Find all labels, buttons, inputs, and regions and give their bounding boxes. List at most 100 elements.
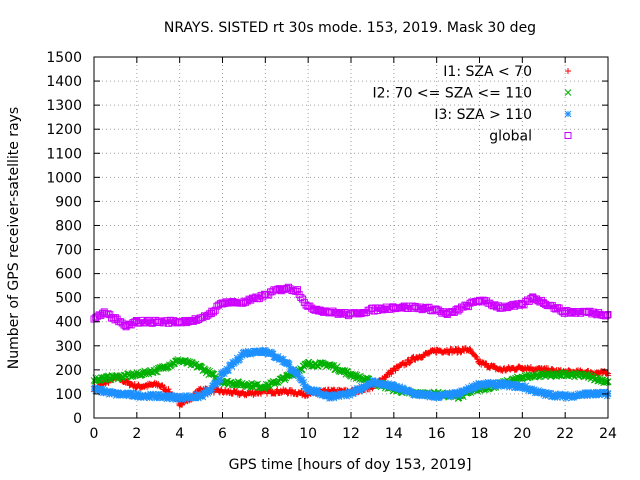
legend-marker	[564, 89, 572, 96]
data-point	[258, 390, 265, 397]
data-point	[202, 391, 209, 398]
data-point	[153, 394, 160, 402]
data-point	[602, 378, 609, 386]
x-tick-label: 8	[261, 426, 270, 442]
y-tick-label: 0	[73, 411, 82, 427]
x-tick-label: 0	[90, 426, 99, 442]
data-point	[231, 359, 238, 366]
data-point	[500, 383, 508, 390]
data-point	[407, 358, 414, 365]
data-point	[357, 382, 365, 390]
data-point	[472, 380, 480, 388]
data-point	[384, 382, 392, 390]
data-point	[238, 352, 246, 359]
data-point	[369, 377, 377, 385]
data-point	[295, 372, 303, 380]
data-point	[446, 389, 453, 397]
legend-label: global	[489, 129, 532, 145]
data-point	[241, 351, 249, 359]
data-point	[139, 391, 147, 399]
data-point	[192, 394, 200, 401]
data-point	[513, 381, 521, 388]
axis-ticks	[93, 56, 609, 419]
x-tick-label: 10	[299, 426, 317, 442]
data-point	[396, 383, 404, 391]
data-point	[161, 392, 169, 399]
data-point	[233, 354, 241, 362]
data-point	[552, 390, 560, 398]
x-tick-label: 24	[599, 426, 617, 442]
y-tick-label: 500	[55, 291, 82, 307]
data-point	[512, 384, 519, 391]
y-tick-label: 300	[55, 339, 82, 355]
data-point	[482, 379, 490, 387]
y-tick-label: 1200	[46, 122, 82, 138]
series-layer	[90, 283, 612, 409]
series-3	[90, 346, 612, 403]
x-tick-label: 6	[218, 426, 227, 442]
data-point	[335, 393, 343, 401]
y-axis-tick-labels: 0 100 200 300 400 500 600 700 800 900 1000 1100 1200…	[46, 50, 82, 427]
data-point	[558, 391, 566, 399]
x-tick-label: 16	[428, 426, 446, 442]
data-point	[92, 387, 100, 395]
y-tick-label: 1000	[46, 170, 82, 186]
data-point	[330, 394, 338, 402]
y-axis-title: Number of GPS receiver-satellite rays	[6, 107, 22, 369]
y-tick-label: 900	[55, 194, 82, 210]
data-point	[236, 355, 243, 363]
data-point	[294, 371, 302, 378]
y-tick-label: 1300	[46, 98, 82, 114]
data-point	[208, 384, 216, 392]
data-point	[539, 388, 547, 396]
data-point	[293, 286, 301, 294]
legend: I1: SZA < 70 I2: 70 <= SZA <= 110 I3: SZA …	[372, 64, 572, 145]
data-point	[217, 376, 224, 384]
data-point	[505, 380, 512, 387]
data-point	[554, 394, 561, 401]
data-point	[183, 392, 190, 399]
data-point	[584, 392, 591, 400]
data-point	[279, 355, 287, 363]
data-point	[457, 349, 464, 356]
data-point	[407, 359, 414, 366]
x-tick-label: 12	[342, 426, 360, 442]
data-point	[128, 389, 136, 397]
data-point	[603, 311, 611, 319]
data-point	[592, 391, 600, 399]
y-tick-label: 1400	[46, 74, 82, 90]
data-point	[425, 350, 432, 357]
legend-label: I1: SZA < 70	[443, 64, 532, 80]
data-point	[346, 392, 354, 399]
data-point	[225, 366, 232, 374]
data-point	[330, 386, 337, 393]
data-point	[503, 382, 511, 390]
data-point	[419, 354, 426, 361]
y-tick-label: 100	[55, 387, 82, 403]
x-tick-label: 22	[556, 426, 574, 442]
data-point	[228, 363, 236, 370]
x-tick-label: 18	[471, 426, 489, 442]
legend-label: I3: SZA > 110	[434, 107, 532, 123]
y-tick-label: 700	[55, 243, 82, 259]
x-axis-title: GPS time [hours of doy 153, 2019]	[229, 457, 472, 473]
chart-title: NRAYS. SISTED rt 30s mode. 153, 2019. Ma…	[164, 20, 536, 36]
data-point	[100, 386, 108, 394]
data-point	[135, 390, 142, 398]
y-tick-label: 200	[55, 363, 82, 379]
data-point	[117, 391, 124, 399]
y-tick-label: 1500	[46, 50, 82, 66]
data-point	[541, 389, 548, 397]
data-point	[261, 348, 268, 356]
y-tick-label: 400	[55, 315, 82, 331]
data-point	[447, 393, 455, 400]
data-point	[403, 361, 410, 368]
data-point	[162, 393, 170, 401]
data-point	[290, 366, 297, 373]
data-point	[545, 365, 552, 372]
data-point	[269, 350, 277, 358]
data-point	[524, 384, 531, 392]
data-point	[236, 380, 243, 387]
x-tick-label: 14	[385, 426, 403, 442]
